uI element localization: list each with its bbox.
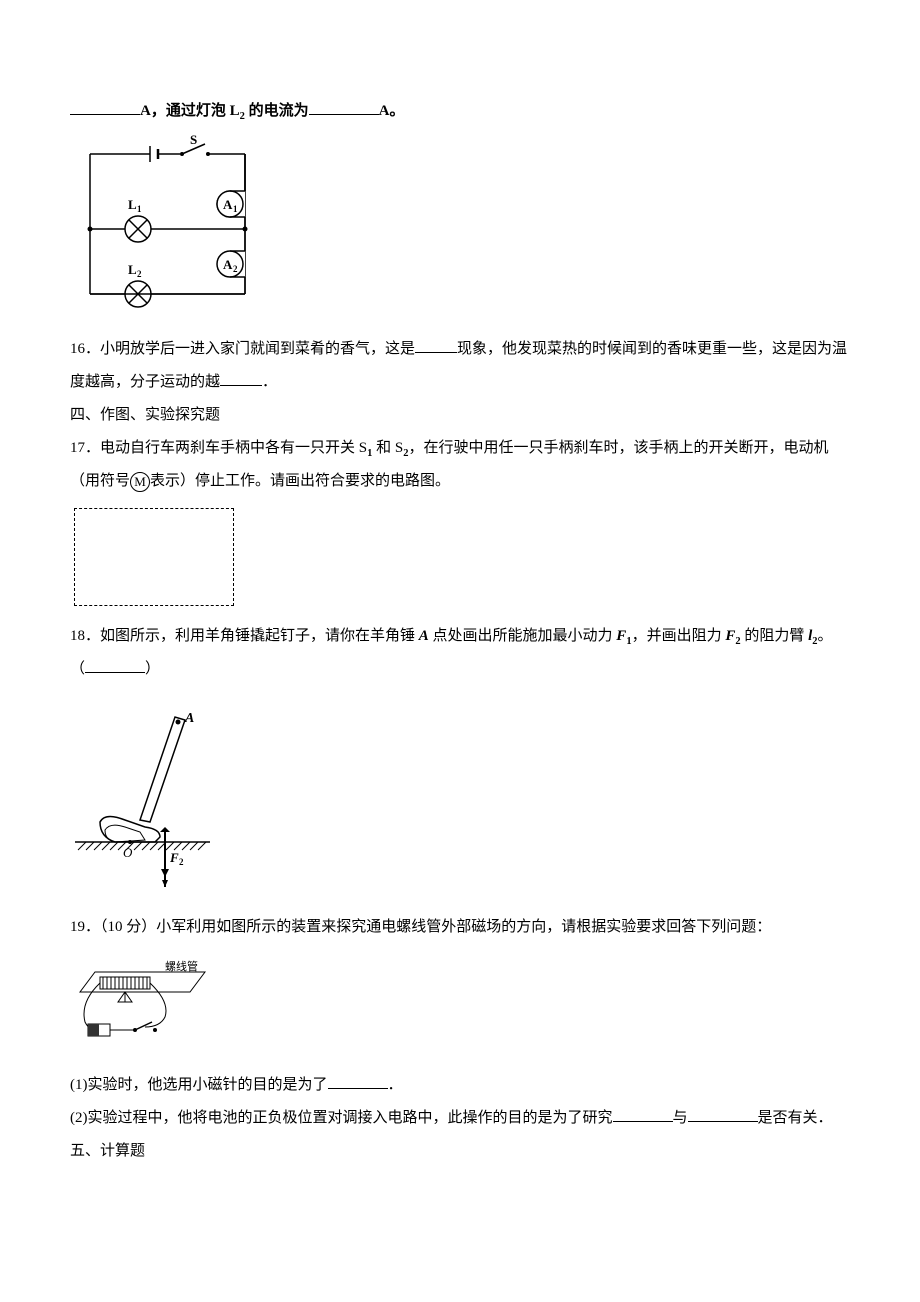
blank-q19-2 [613, 1107, 673, 1122]
q16: 16．小明放学后一进入家门就闻到菜肴的香气，这是现象，他发现菜热的时候闻到的香味… [70, 333, 850, 399]
q18-A: A [419, 628, 429, 644]
svg-text:A: A [184, 711, 194, 726]
blank-q16-2 [220, 371, 262, 386]
q17-b: 和 S [372, 440, 403, 456]
svg-text:L: L [128, 197, 137, 212]
blank-q15-1 [70, 100, 140, 115]
svg-text:1: 1 [233, 204, 238, 214]
svg-text:1: 1 [137, 204, 142, 214]
solenoid-svg: 螺线管 [70, 952, 220, 1042]
q17-a: 17．电动自行车两刹车手柄中各有一只开关 S [70, 440, 367, 456]
q17-2b: 表示）停止工作。请画出符合要求的电路图。 [150, 473, 450, 489]
answer-box-q17 [74, 508, 234, 606]
section-4-heading: 四、作图、实验探究题 [70, 399, 850, 432]
hammer-figure: A O F 2 [70, 692, 850, 905]
q19-p2c: 是否有关． [758, 1110, 833, 1126]
circuit-figure: S L 1 A 1 A 1 [70, 134, 850, 327]
q16-prefix: 16．小明放学后一进入家门就闻到菜肴的香气，这是 [70, 341, 415, 357]
q17-c: ，在行驶中用任一只手柄刹车时，该手柄上的开关断开，电动机 [408, 440, 828, 456]
motor-symbol-icon: M [130, 472, 150, 492]
blank-q19-3 [688, 1107, 758, 1122]
q18-F1: F [616, 628, 626, 644]
solenoid-figure: 螺线管 [70, 952, 850, 1055]
svg-text:F: F [169, 850, 179, 865]
q19-p1b: ． [388, 1077, 403, 1093]
svg-text:A: A [223, 257, 233, 272]
q19-p1: (1)实验时，他选用小磁针的目的是为了 ． [70, 1069, 850, 1102]
q15-continuation: A，通过灯泡 L2 的电流为A。 [70, 95, 850, 128]
q17-2a: （用符号 [70, 473, 130, 489]
q18-a: 18．如图所示，利用羊角锤撬起钉子，请你在羊角锤 [70, 628, 419, 644]
blank-q19-1 [328, 1074, 388, 1089]
q18-c: ，并画出阻力 [632, 628, 726, 644]
hammer-svg: A O F 2 [70, 692, 220, 892]
q19-p2a: (2)实验过程中，他将电池的正负极位置对调接入电路中，此操作的目的是为了研究 [70, 1110, 613, 1126]
q17-line1: 17．电动自行车两刹车手柄中各有一只开关 S1 和 S2，在行驶中用任一只手柄刹… [70, 432, 850, 465]
paren-open: （ [70, 661, 85, 677]
svg-text:2: 2 [137, 269, 142, 279]
blank-q16-1 [415, 338, 457, 353]
q18-d: 的阻力臂 [741, 628, 809, 644]
section-5-heading: 五、计算题 [70, 1135, 850, 1168]
svg-text:螺线管: 螺线管 [165, 959, 198, 973]
q15-text-c: A。 [379, 103, 405, 119]
q19-p2b: 与 [673, 1110, 688, 1126]
svg-text:A: A [223, 197, 233, 212]
blank-q15-2 [309, 100, 379, 115]
q17-line2: （用符号M表示）停止工作。请画出符合要求的电路图。 [70, 465, 850, 498]
svg-text:2: 2 [179, 857, 184, 867]
q16-suffix: ． [262, 374, 277, 390]
q18-F2: F [725, 628, 735, 644]
q18-b: 点处画出所能施加最小动力 [429, 628, 617, 644]
q19-prefix: 19．（10 分）小军利用如图所示的装置来探究通电螺线管外部磁场的方向，请根据实… [70, 911, 850, 944]
q15-text-b: 的电流为 [245, 103, 309, 119]
svg-text:L: L [128, 262, 137, 277]
svg-text:2: 2 [233, 264, 238, 274]
blank-q18 [85, 658, 145, 673]
paren-close: ） [145, 661, 160, 677]
q15-text-a: A，通过灯泡 L [140, 103, 240, 119]
q19-p1a: (1)实验时，他选用小磁针的目的是为了 [70, 1077, 328, 1093]
svg-text:S: S [190, 134, 197, 147]
q18-text: 18．如图所示，利用羊角锤撬起钉子，请你在羊角锤 A 点处画出所能施加最小动力 … [70, 620, 850, 653]
q18-paren: （） [70, 653, 850, 686]
circuit-svg: S L 1 A 1 A 1 [70, 134, 260, 314]
svg-text:O: O [123, 845, 133, 860]
q19-p2: (2)实验过程中，他将电池的正负极位置对调接入电路中，此操作的目的是为了研究 与 是… [70, 1102, 850, 1135]
q18-e: 。 [818, 628, 833, 644]
